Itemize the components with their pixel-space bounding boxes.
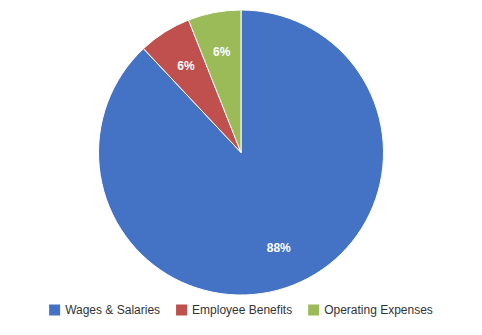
pie-slice	[98, 10, 383, 295]
chart-container: 88% 6% 6% Wages & Salaries Employee Benefits…	[0, 0, 482, 335]
legend-item: Employee Benefits	[176, 303, 292, 317]
legend-swatch	[176, 305, 187, 316]
pie	[98, 10, 383, 295]
legend-item: Wages & Salaries	[49, 303, 160, 317]
legend-item: Operating Expenses	[308, 303, 433, 317]
data-label: 6%	[177, 59, 195, 73]
data-label: 6%	[213, 45, 231, 59]
legend-label: Wages & Salaries	[65, 303, 160, 317]
legend: Wages & Salaries Employee Benefits Operati…	[49, 303, 433, 317]
chart-svg: 88% 6% 6% Wages & Salaries Employee Benefits…	[0, 0, 482, 335]
pie-slice	[189, 10, 241, 153]
legend-swatch	[308, 305, 319, 316]
legend-label: Operating Expenses	[324, 303, 433, 317]
data-labels: 88% 6% 6%	[177, 45, 291, 255]
data-label: 88%	[267, 241, 291, 255]
legend-label: Employee Benefits	[192, 303, 292, 317]
legend-swatch	[49, 305, 60, 316]
